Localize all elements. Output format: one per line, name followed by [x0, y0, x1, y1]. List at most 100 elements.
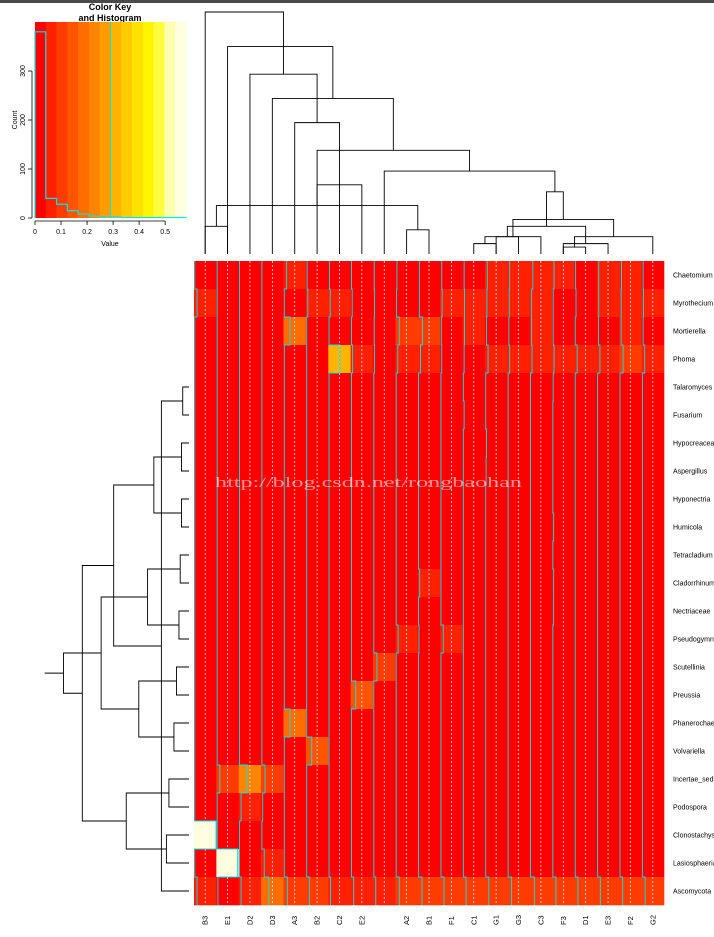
- heatmap-cell: [417, 877, 441, 906]
- heatmap-cell: [350, 709, 374, 738]
- column-trace: [641, 261, 646, 905]
- heatmap-cell: [529, 821, 553, 850]
- heatmap-cell: [596, 597, 620, 626]
- heatmap-cell: [261, 569, 284, 598]
- dendrogram-branch: [249, 73, 318, 254]
- heatmap-cell: [261, 737, 284, 766]
- color-key-xtick: 0.4: [134, 229, 144, 236]
- heatmap-cell: [395, 289, 419, 318]
- heatmap-cell: [440, 289, 463, 318]
- heatmap-cell: [350, 765, 374, 794]
- heatmap-cell: [283, 261, 307, 290]
- heatmap-cell: [596, 261, 620, 290]
- dendrogram-branch: [484, 236, 542, 254]
- heatmap-cell: [574, 793, 598, 822]
- heatmap-cell: [462, 541, 486, 570]
- heatmap-cell: [238, 457, 262, 486]
- heatmap-cell: [305, 569, 329, 598]
- heatmap-cell: [507, 597, 531, 626]
- heatmap-cell: [328, 541, 351, 570]
- heatmap-cell: [552, 261, 575, 290]
- heatmap-cell: [596, 877, 620, 906]
- dendrogram-branch: [271, 97, 394, 254]
- column-trace: [261, 261, 270, 905]
- heatmap-cell: [574, 597, 598, 626]
- heatmap-cell: [417, 849, 441, 878]
- row-label: Scutellinia: [673, 665, 705, 672]
- row-label: Volvariella: [673, 749, 705, 756]
- heatmap-cell: [619, 485, 642, 514]
- heatmap-cell: [641, 737, 665, 766]
- color-key-ytick: 100: [20, 163, 27, 175]
- heatmap-cell: [194, 513, 217, 542]
- dendrogram-branch: [153, 456, 182, 514]
- heatmap-cell: [440, 373, 463, 402]
- heatmap-cell: [373, 597, 396, 626]
- heatmap-cell: [373, 541, 396, 570]
- heatmap-cell: [373, 709, 396, 738]
- column-trace: [507, 261, 513, 905]
- color-key-cell: [45, 22, 57, 218]
- dendrogram-branch: [182, 386, 189, 416]
- heatmap-cell: [216, 429, 240, 458]
- heatmap-cell: [574, 261, 598, 290]
- heatmap-cell: [283, 317, 307, 346]
- dendrogram-branch: [406, 229, 430, 254]
- heatmap-cell: [619, 541, 642, 570]
- heatmap-cell: [484, 681, 508, 710]
- heatmap-cell: [395, 737, 419, 766]
- heatmap-cell: [395, 765, 419, 794]
- heatmap-cell: [529, 373, 553, 402]
- heatmap-cell: [238, 709, 262, 738]
- heatmap-cell: [440, 429, 463, 458]
- column-label: C2: [335, 915, 344, 925]
- heatmap-cell: [328, 289, 351, 318]
- heatmap-cell: [417, 485, 441, 514]
- heatmap-cell: [596, 681, 620, 710]
- heatmap-cell: [417, 317, 441, 346]
- heatmap-cell: [216, 345, 240, 374]
- heatmap-cell: [507, 793, 531, 822]
- heatmap-cell: [440, 653, 463, 682]
- heatmap-cell: [238, 625, 262, 654]
- heatmap-cell: [350, 681, 374, 710]
- heatmap-cell: [305, 625, 329, 654]
- heatmap-cell: [596, 625, 620, 654]
- heatmap-cell: [574, 709, 598, 738]
- heatmap-cell: [194, 569, 217, 598]
- heatmap-cell: [194, 289, 217, 318]
- dendrogram-branch: [506, 225, 587, 244]
- dendrogram-branch: [165, 834, 189, 864]
- dendrogram-branch: [546, 191, 564, 227]
- heatmap-cell: [417, 513, 441, 542]
- heatmap-cell: [417, 793, 441, 822]
- heatmap-cell: [283, 821, 307, 850]
- heatmap-cell: [484, 821, 508, 850]
- heatmap-cell: [440, 317, 463, 346]
- heatmap-cell: [350, 541, 374, 570]
- heatmap-cell: [373, 737, 396, 766]
- heatmap-cell: [484, 597, 508, 626]
- watermark-text: http://blog.csdn.net/rongbaohan: [215, 475, 523, 491]
- heatmap-cell: [484, 429, 508, 458]
- heatmap-cell: [507, 653, 531, 682]
- heatmap-cell: [462, 317, 486, 346]
- heatmap-cell: [552, 401, 575, 430]
- column-label: G2: [648, 915, 657, 925]
- heatmap-cell: [529, 653, 553, 682]
- heatmap-cell: [283, 485, 307, 514]
- heatmap-cell: [283, 345, 307, 374]
- row-label: Hyponectria: [673, 497, 710, 504]
- heatmap-cell: [529, 429, 553, 458]
- heatmap-cell: [261, 429, 284, 458]
- heatmap-cell: [283, 597, 307, 626]
- heatmap-cell: [484, 877, 508, 906]
- heatmap-cell: [619, 513, 642, 542]
- heatmap-cell: [216, 765, 240, 794]
- heatmap-cell: [462, 485, 486, 514]
- dendrogram-branch: [316, 149, 471, 254]
- column-trace: [373, 261, 378, 905]
- heatmap-cell: [484, 625, 508, 654]
- row-label: Myrothecium: [673, 301, 713, 308]
- heatmap-cell: [529, 513, 553, 542]
